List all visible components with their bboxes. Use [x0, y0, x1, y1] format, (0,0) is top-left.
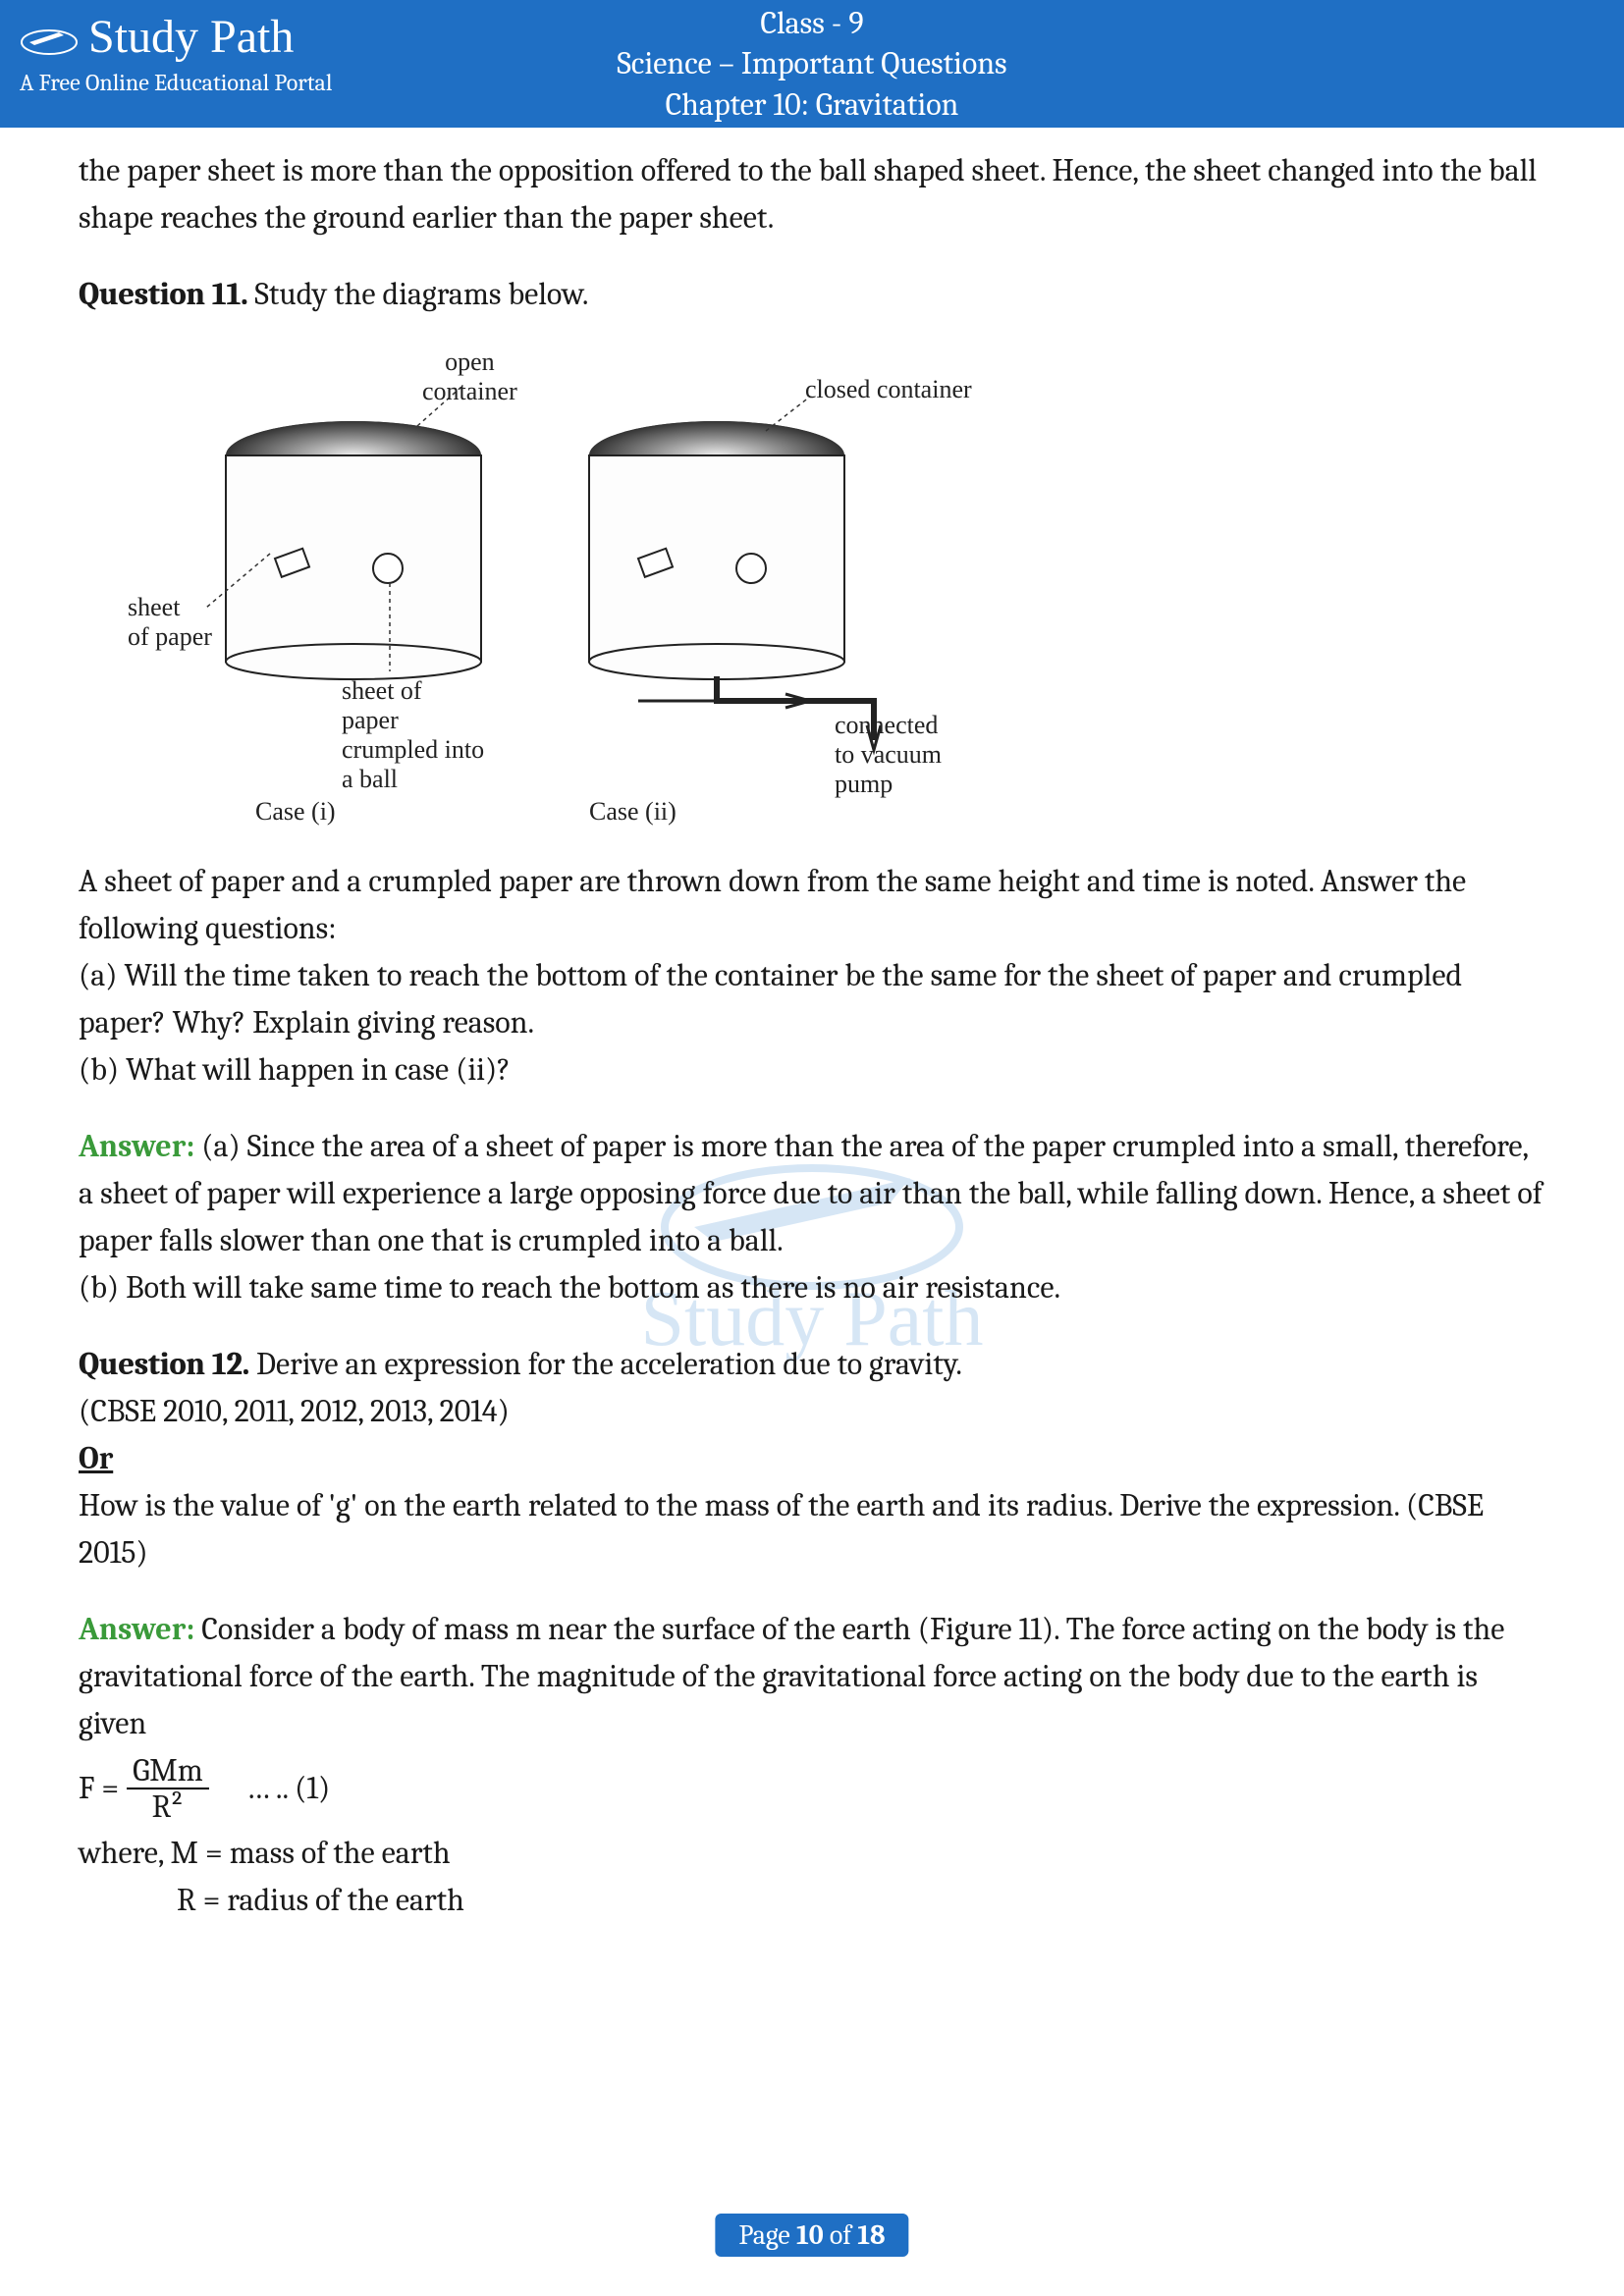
logo: Study Path	[20, 10, 412, 64]
answer-label: Answer:	[79, 1611, 194, 1647]
question-11-body: A sheet of paper and a crumpled paper ar…	[79, 858, 1545, 1094]
answer-11a: (a) Since the area of a sheet of paper i…	[79, 1128, 1543, 1258]
logo-tagline: A Free Online Educational Portal	[20, 69, 412, 96]
question-label: Question 12.	[79, 1346, 249, 1382]
eq-numerator: GMm	[127, 1753, 209, 1789]
eq-fraction: GMm R²	[127, 1753, 209, 1824]
question-12-or-text: How is the value of 'g' on the earth rel…	[79, 1482, 1545, 1576]
page-footer: Page 10 of 18	[715, 2214, 908, 2257]
answer-12: Answer: Consider a body of mass m near t…	[79, 1606, 1545, 1747]
answer-11: Answer: (a) Since the area of a sheet of…	[79, 1123, 1545, 1311]
eq-tag: … .. (1)	[246, 1765, 330, 1812]
intro-paragraph: the paper sheet is more than the opposit…	[79, 147, 1545, 241]
case1-label: Case (i)	[255, 797, 336, 827]
logo-area: Study Path A Free Online Educational Por…	[20, 10, 412, 96]
answer-12-text: Consider a body of mass m near the surfa…	[79, 1611, 1504, 1741]
closed-container-label: closed container	[805, 375, 972, 404]
question-11-heading: Question 11. Study the diagrams below.	[79, 271, 1545, 318]
question-label: Question 11.	[79, 276, 247, 312]
diagram: open container closed container sheet of…	[128, 347, 1011, 828]
footer-of: of	[824, 2219, 858, 2251]
where-line-2: R = radius of the earth	[177, 1877, 1545, 1924]
sheet-paper-label: sheet of paper	[128, 593, 212, 652]
page-header: Study Path A Free Online Educational Por…	[0, 0, 1624, 128]
paper-ball-label: sheet of paper crumpled into a ball	[342, 676, 484, 794]
footer-current-page: 10	[796, 2219, 824, 2251]
eq-denominator: R²	[127, 1789, 209, 1824]
where-line-1: where, M = mass of the earth	[79, 1830, 1545, 1877]
question-11-prompt: Study the diagrams below.	[247, 276, 588, 312]
answer-label: Answer:	[79, 1128, 194, 1164]
or-label: Or	[79, 1435, 1545, 1482]
footer-prefix: Page	[738, 2219, 796, 2251]
question-12-years: (CBSE 2010, 2011, 2012, 2013, 2014)	[79, 1388, 1545, 1435]
question-12-heading: Question 12. Derive an expression for th…	[79, 1341, 1545, 1388]
equation-1: F = GMm R² … .. (1)	[79, 1753, 1545, 1824]
question-12-block: Question 12. Derive an expression for th…	[79, 1341, 1545, 1576]
question-12-prompt: Derive an expression for the acceleratio…	[249, 1346, 962, 1382]
logo-text: Study Path	[88, 10, 294, 64]
page-content: the paper sheet is more than the opposit…	[0, 128, 1624, 1924]
open-container-label: open container	[422, 347, 517, 406]
footer-total-pages: 18	[857, 2219, 885, 2251]
eq-lhs: F =	[79, 1765, 119, 1812]
case2-label: Case (ii)	[589, 797, 677, 827]
pen-icon	[20, 18, 79, 57]
vacuum-label: connected to vacuum pump	[835, 711, 942, 799]
answer-11b: (b) Both will take same time to reach th…	[79, 1269, 1060, 1306]
